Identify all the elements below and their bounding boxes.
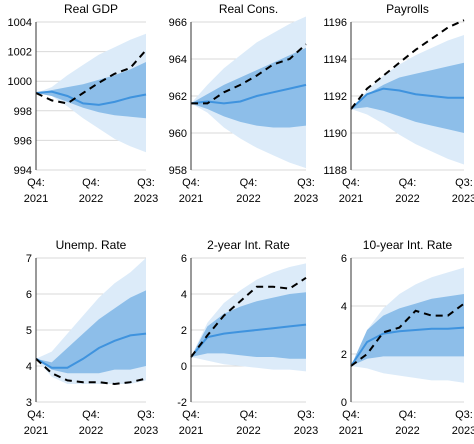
actual-dashed-line	[350, 19, 465, 110]
x-tick-label: Q3:	[297, 177, 315, 189]
x-tick-label: Q4:	[240, 409, 258, 421]
x-tick-label: 2023	[134, 193, 158, 205]
x-tick-label: Q4:	[27, 409, 45, 421]
panel-title: Real Cons.	[219, 2, 278, 16]
y-tick-label: 0	[341, 397, 347, 409]
chart-panel-6: 10-year Int. Rate 0 2 4 6 Q4: 2021 Q4: 2022 Q3: 20…	[339, 238, 474, 437]
y-tick-label: 4	[181, 289, 187, 301]
y-tick-label: 6	[341, 253, 347, 265]
y-tick-label: -2	[177, 397, 187, 409]
inner-confidence-band	[191, 292, 306, 359]
x-tick-label: 2022	[395, 193, 419, 205]
x-tick-label: 2023	[452, 193, 474, 205]
panel-title: Real GDP	[64, 2, 118, 16]
y-tick-label: 960	[169, 128, 187, 140]
y-tick-label: 1192	[323, 91, 347, 103]
y-tick-label: 7	[26, 253, 32, 265]
x-tick-label: 2023	[134, 425, 158, 437]
actual-dashed-line	[35, 49, 147, 105]
chart-panel-1: Real GDP 994 996 998 1000 1002 1004 Q4: 2021 Q4: 2…	[8, 2, 159, 205]
y-tick-label: 1000	[8, 76, 32, 88]
x-tick-label: 2023	[452, 425, 474, 437]
y-tick-label: 994	[14, 165, 32, 177]
x-tick-label: 2021	[179, 425, 203, 437]
y-tick-label: 1190	[323, 128, 347, 140]
x-tick-label: Q4:	[82, 177, 100, 189]
y-tick-label: 2	[181, 325, 187, 337]
x-tick-label: Q4:	[182, 177, 200, 189]
x-tick-label: 2023	[294, 425, 318, 437]
median-forecast-line	[350, 326, 465, 367]
x-tick-label: Q3:	[137, 177, 155, 189]
y-tick-label: 964	[169, 54, 187, 66]
x-tick-label: Q4:	[399, 409, 417, 421]
y-tick-label: 4	[341, 301, 347, 313]
actual-dashed-line	[35, 358, 147, 386]
x-tick-label: 2021	[179, 193, 203, 205]
y-tick-label: 958	[169, 165, 187, 177]
y-tick-label: 998	[14, 106, 32, 118]
actual-dashed-line	[350, 302, 465, 367]
x-tick-label: Q4:	[399, 177, 417, 189]
median-forecast-line	[350, 87, 464, 110]
panel-title: Unemp. Rate	[56, 238, 127, 252]
inner-confidence-band	[36, 62, 146, 119]
median-forecast-line	[190, 323, 307, 358]
y-tick-label: 6	[181, 253, 187, 265]
y-tick-label: 962	[169, 91, 187, 103]
x-tick-label: 2022	[79, 193, 103, 205]
x-tick-label: 2022	[236, 425, 260, 437]
x-tick-label: 2021	[24, 425, 48, 437]
x-tick-label: Q4:	[82, 409, 100, 421]
y-tick-label: 4	[26, 361, 32, 373]
x-tick-label: Q3:	[455, 409, 473, 421]
median-forecast-line	[35, 90, 147, 106]
chart-panel-2: Real Cons. 958 960 962 964 966 Q4: 2021 Q4: 2022 Q…	[169, 2, 319, 205]
y-tick-label: 0	[181, 361, 187, 373]
actual-dashed-line	[190, 276, 307, 358]
y-tick-label: 3	[26, 397, 32, 409]
x-tick-label: 2021	[339, 425, 363, 437]
y-tick-label: 1188	[323, 165, 347, 177]
median-forecast-line	[190, 83, 307, 105]
y-tick-label: 996	[14, 135, 32, 147]
y-tick-label: 6	[26, 289, 32, 301]
median-forecast-line	[35, 332, 147, 369]
chart-panel-3: Payrolls 1188 1190 1192 1194 1196 Q4: 2021 Q4: 20…	[323, 2, 474, 205]
panel-title: 2-year Int. Rate	[207, 238, 290, 252]
x-tick-label: 2021	[24, 193, 48, 205]
y-tick-label: 1196	[323, 17, 347, 29]
panel-title: Payrolls	[386, 2, 429, 16]
x-tick-label: Q3:	[297, 409, 315, 421]
inner-confidence-band	[351, 62, 464, 134]
x-tick-label: 2022	[236, 193, 260, 205]
x-tick-label: 2021	[339, 193, 363, 205]
x-tick-label: Q4:	[182, 409, 200, 421]
y-tick-label: 1004	[8, 17, 32, 29]
y-tick-label: 2	[341, 349, 347, 361]
y-tick-label: 1194	[323, 54, 347, 66]
inner-confidence-band	[36, 290, 146, 374]
chart-panel-4: Unemp. Rate 3 4 5 6 7 Q4: 2021 Q4: 2022 Q3: 2023	[24, 238, 158, 437]
x-tick-label: Q4:	[27, 177, 45, 189]
inner-confidence-band	[191, 47, 306, 128]
y-tick-label: 1002	[8, 47, 32, 59]
x-tick-label: 2022	[395, 425, 419, 437]
x-tick-label: 2022	[79, 425, 103, 437]
panel-title: 10-year Int. Rate	[363, 238, 453, 252]
x-tick-label: 2023	[294, 193, 318, 205]
x-tick-label: Q3:	[455, 177, 473, 189]
actual-dashed-line	[191, 43, 307, 105]
chart-panel-5: 2-year Int. Rate -2 0 2 4 6 Q4: 2021 Q4: 2022 Q3: 2…	[177, 238, 318, 437]
y-tick-label: 5	[26, 325, 32, 337]
x-tick-label: Q4:	[342, 409, 360, 421]
y-tick-label: 966	[169, 17, 187, 29]
x-tick-label: Q4:	[240, 177, 258, 189]
x-tick-label: Q3:	[137, 409, 155, 421]
x-tick-label: Q4:	[342, 177, 360, 189]
